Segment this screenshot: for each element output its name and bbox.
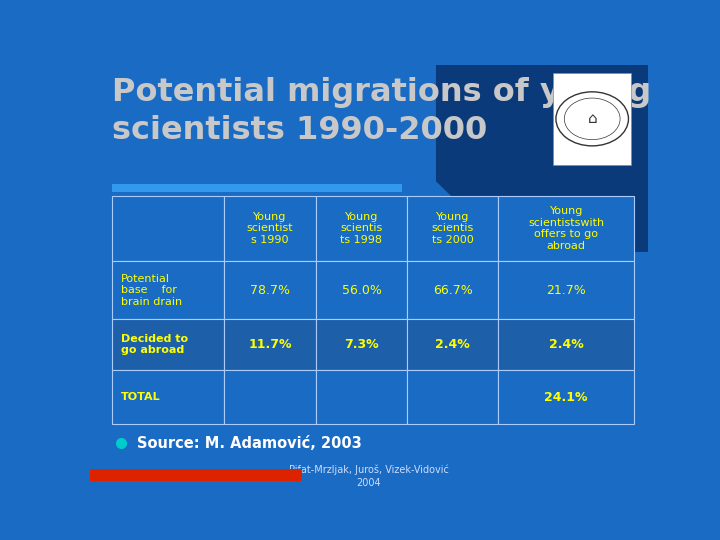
Text: ⌂: ⌂	[588, 111, 597, 126]
Bar	[316, 196, 407, 261]
Bar	[498, 319, 634, 369]
Text: Source: M. Adamović, 2003: Source: M. Adamović, 2003	[138, 436, 362, 451]
Bar	[225, 196, 316, 261]
Bar	[112, 184, 402, 192]
Text: Young
scientis
ts 1998: Young scientis ts 1998	[341, 212, 382, 245]
Bar	[225, 261, 316, 319]
Bar	[112, 319, 225, 369]
Bar	[553, 73, 631, 165]
Bar	[225, 319, 316, 369]
Text: 2.4%: 2.4%	[436, 338, 470, 351]
Bar	[407, 319, 498, 369]
Text: Young
scientis
ts 2000: Young scientis ts 2000	[431, 212, 474, 245]
Bar	[112, 196, 225, 261]
Bar	[407, 369, 498, 424]
Bar	[225, 369, 316, 424]
Text: 11.7%: 11.7%	[248, 338, 292, 351]
Text: Potential
base    for
brain drain: Potential base for brain drain	[121, 274, 182, 307]
Bar	[498, 369, 634, 424]
Text: Young
scientist
s 1990: Young scientist s 1990	[247, 212, 294, 245]
Bar	[498, 261, 634, 319]
Text: Decided to
go abroad: Decided to go abroad	[121, 334, 189, 355]
Bar	[112, 261, 225, 319]
Bar	[90, 469, 302, 481]
Bar	[407, 196, 498, 261]
Text: Pifat-Mrzljak, Juroš, Vizek-Vidović
2004: Pifat-Mrzljak, Juroš, Vizek-Vidović 2004	[289, 465, 449, 488]
Bar	[316, 261, 407, 319]
Polygon shape	[436, 65, 648, 252]
Text: 7.3%: 7.3%	[344, 338, 379, 351]
Text: 78.7%: 78.7%	[250, 284, 290, 296]
Text: TOTAL: TOTAL	[121, 392, 161, 402]
Text: 56.0%: 56.0%	[341, 284, 382, 296]
Text: 24.1%: 24.1%	[544, 390, 588, 403]
Bar	[112, 369, 225, 424]
Text: 2.4%: 2.4%	[549, 338, 584, 351]
Text: 21.7%: 21.7%	[546, 284, 586, 296]
Text: 66.7%: 66.7%	[433, 284, 472, 296]
Bar	[498, 196, 634, 261]
Bar	[407, 261, 498, 319]
Text: Potential migrations of young
scientists 1990-2000: Potential migrations of young scientists…	[112, 77, 652, 146]
Bar	[316, 319, 407, 369]
Text: Young
scientistswith
offers to go
abroad: Young scientistswith offers to go abroad	[528, 206, 604, 251]
Bar	[316, 369, 407, 424]
